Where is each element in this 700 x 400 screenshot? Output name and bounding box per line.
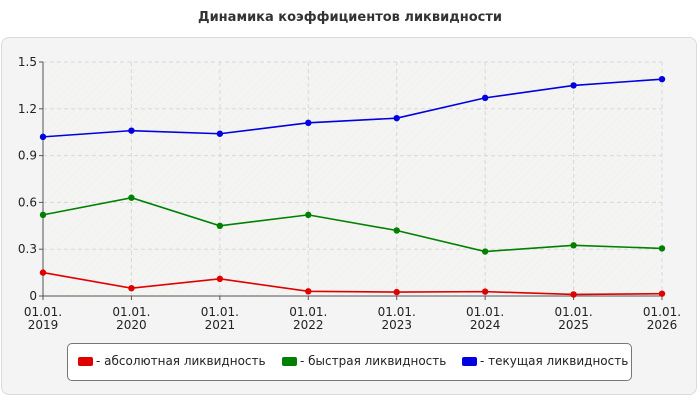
legend-swatch <box>78 356 93 366</box>
legend-label: - абсолютная ликвидность <box>96 354 266 368</box>
x-tick-label: 01.01. <box>289 305 327 319</box>
legend-item-quick: - быстрая ликвидность <box>282 354 446 368</box>
data-point-2 <box>39 133 47 141</box>
data-point-0 <box>570 291 577 298</box>
legend-item-current: - текущая ликвидность <box>462 354 628 368</box>
x-tick-label: 2020 <box>116 318 147 332</box>
data-point-1 <box>39 211 47 219</box>
plot-area <box>43 62 662 296</box>
data-point-0 <box>39 269 47 276</box>
data-point-1 <box>305 211 312 219</box>
data-point-2 <box>393 114 400 122</box>
data-point-1 <box>216 222 224 229</box>
legend-swatch <box>282 356 297 366</box>
data-point-1 <box>481 248 489 255</box>
y-tick-label: 0.3 <box>18 242 37 256</box>
legend-label: - быстрая ликвидность <box>300 354 447 368</box>
x-tick-label: 2025 <box>558 318 589 332</box>
data-point-1 <box>128 194 135 201</box>
data-point-1 <box>393 227 400 234</box>
x-tick-label: 2023 <box>381 318 412 332</box>
data-point-2 <box>570 82 577 89</box>
axes: 00.30.60.91.21.501.01.201901.01.202001.0… <box>18 55 681 332</box>
legend-swatch <box>462 356 477 366</box>
data-point-0 <box>658 290 666 297</box>
x-tick-label: 01.01. <box>24 305 62 319</box>
legend-item-absolute: - абсолютная ликвидность <box>78 354 266 368</box>
series-line-1 <box>42 196 663 253</box>
x-tick-label: 01.01. <box>554 305 592 319</box>
x-tick-label: 2024 <box>470 318 501 332</box>
series-layer <box>39 75 666 298</box>
y-tick-label: 1.5 <box>18 55 37 69</box>
x-tick-label: 2022 <box>293 318 324 332</box>
x-tick-label: 01.01. <box>112 305 150 319</box>
legend: - абсолютная ликвидность - быстрая ликви… <box>67 343 632 381</box>
data-point-0 <box>128 285 135 292</box>
legend-label: - текущая ликвидность <box>480 354 629 368</box>
y-tick-label: 0.6 <box>18 195 37 209</box>
x-tick-label: 01.01. <box>201 305 239 319</box>
data-point-1 <box>658 245 666 252</box>
x-tick-label: 2026 <box>647 318 678 332</box>
data-point-2 <box>128 127 135 134</box>
data-point-0 <box>216 275 224 283</box>
data-point-0 <box>305 288 312 295</box>
chart-title: Динамика коэффициентов ликвидности <box>198 10 502 25</box>
data-point-2 <box>658 75 666 83</box>
series-line-0 <box>42 271 663 296</box>
y-tick-label: 0.9 <box>18 149 37 163</box>
series-line-2 <box>42 78 663 138</box>
data-point-1 <box>570 242 577 249</box>
data-point-2 <box>305 119 312 127</box>
x-tick-label: 01.01. <box>466 305 504 319</box>
data-point-2 <box>481 94 489 102</box>
data-point-0 <box>393 288 400 296</box>
y-tick-label: 1.2 <box>18 102 37 116</box>
data-point-2 <box>216 130 224 137</box>
x-tick-label: 01.01. <box>643 305 681 319</box>
x-tick-label: 2019 <box>28 318 59 332</box>
y-tick-label: 0 <box>29 289 37 303</box>
data-point-0 <box>481 288 489 295</box>
x-tick-label: 01.01. <box>378 305 416 319</box>
x-tick-label: 2021 <box>205 318 236 332</box>
